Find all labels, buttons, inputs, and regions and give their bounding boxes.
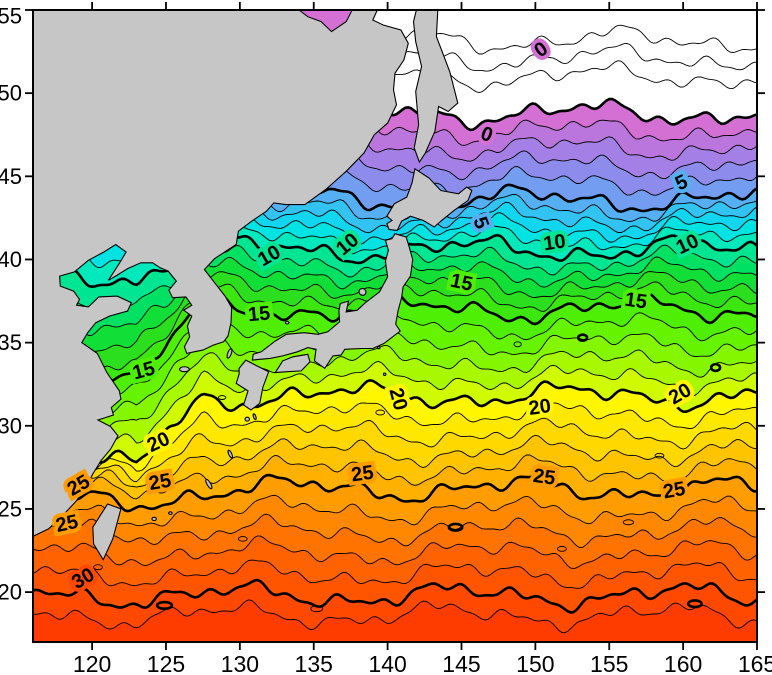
island-yakushima: [244, 416, 251, 422]
landmass-mainland-asia: [33, 10, 409, 538]
closed-contour-loop: [447, 522, 464, 532]
y-tick-label: 35: [0, 330, 22, 355]
contour-label-25: 25: [532, 465, 557, 490]
landmass-kyushu: [235, 359, 270, 411]
x-tick-label: 125: [147, 651, 185, 675]
contour-label-25: 25: [661, 478, 687, 504]
x-tick-label: 150: [516, 651, 554, 675]
x-tick-label: 160: [664, 651, 702, 675]
island-miyako: [168, 511, 173, 515]
closed-contour-loop: [576, 333, 589, 342]
x-tick-label: 140: [368, 651, 406, 675]
island-cheju: [179, 366, 190, 373]
island-amami: [227, 449, 234, 459]
closed-contour-loop: [375, 409, 386, 416]
closed-contour-loop: [654, 452, 665, 459]
closed-contour-loop: [622, 519, 635, 526]
island-ishigaki: [151, 516, 157, 522]
island-sado: [358, 287, 367, 296]
island-oki: [284, 320, 290, 325]
contour-label-15: 15: [247, 302, 271, 326]
closed-contour-loop: [709, 362, 722, 373]
landmass-honshu: [251, 233, 414, 370]
x-tick-label: 155: [590, 651, 628, 675]
y-tick-label: 30: [0, 413, 22, 438]
closed-contour-loop: [93, 564, 103, 571]
plot-border: [32, 9, 758, 643]
closed-contour-loop: [686, 599, 703, 609]
x-tick-label: 145: [442, 651, 480, 675]
landmass-hokkaido: [386, 167, 473, 231]
x-tick-label: 165: [738, 651, 772, 675]
closed-contour-loop: [155, 600, 174, 611]
closed-contour-loop: [513, 341, 522, 348]
island-tsushima: [226, 348, 233, 359]
contour-label-15: 15: [623, 289, 648, 314]
y-tick-label: 40: [0, 247, 22, 272]
x-tick-label: 135: [295, 651, 333, 675]
y-tick-label: 45: [0, 164, 22, 189]
contour-label-25: 25: [147, 470, 173, 496]
island-hachijo: [382, 372, 387, 376]
island-tanegashima: [252, 413, 257, 421]
landmass-shikoku: [274, 353, 311, 374]
landmass-taiwan: [92, 503, 122, 561]
closed-contour-loop: [310, 605, 324, 613]
contour-label-15: 15: [448, 270, 474, 296]
x-tick-label: 120: [73, 651, 111, 675]
y-tick-label: 20: [0, 580, 22, 605]
landmass-sakhalin: [412, 10, 459, 164]
contour-label-10: 10: [542, 230, 567, 255]
island-izu-oshima: [376, 345, 381, 350]
closed-contour-loop: [557, 545, 567, 552]
x-tick-label: 130: [221, 651, 259, 675]
closed-contour-loop: [237, 536, 248, 542]
y-tick-label: 25: [0, 496, 22, 521]
y-tick-label: 50: [0, 81, 22, 106]
contour-label-25: 25: [350, 462, 375, 487]
closed-contour-loop: [217, 395, 227, 400]
contour-label-25: 25: [54, 511, 80, 537]
land-masses: [33, 10, 473, 561]
contour-label-20: 20: [527, 395, 552, 420]
y-tick-label: 55: [0, 4, 22, 29]
river-amur-mouth: [298, 10, 353, 33]
island-okinawa: [205, 478, 213, 490]
